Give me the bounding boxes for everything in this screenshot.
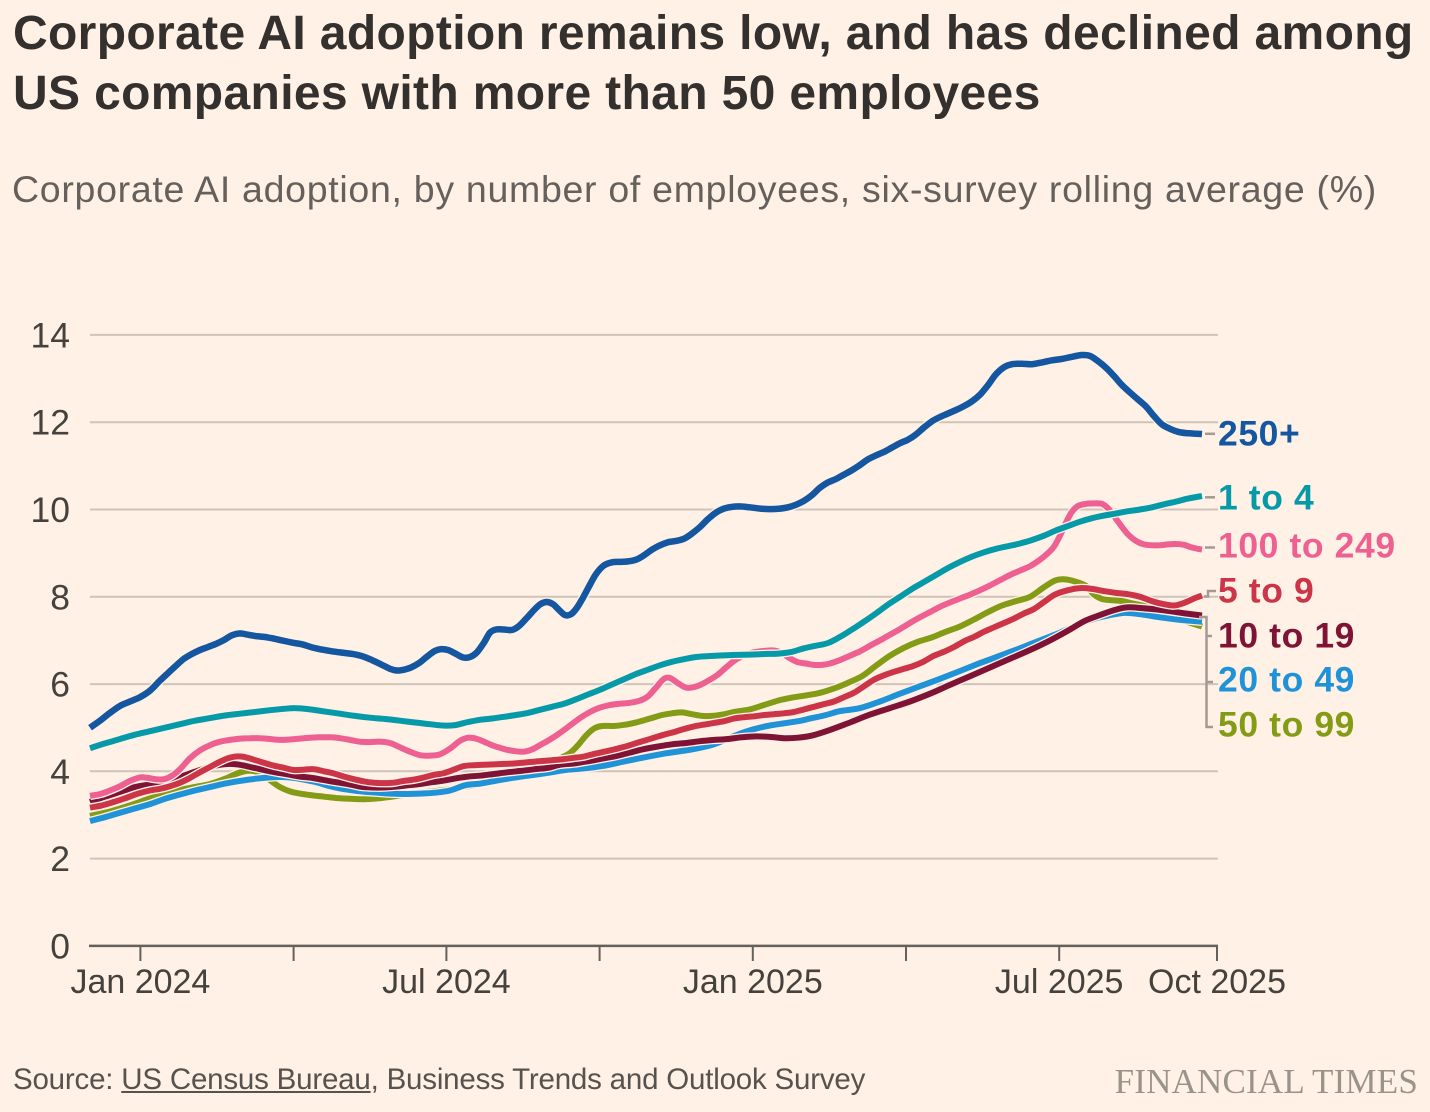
svg-text:4: 4 (50, 752, 70, 792)
svg-text:100 to 249: 100 to 249 (1218, 526, 1396, 566)
svg-text:Jul 2024: Jul 2024 (382, 963, 511, 1001)
svg-text:12: 12 (31, 403, 71, 443)
svg-text:14: 14 (31, 315, 71, 355)
svg-text:Jan 2024: Jan 2024 (70, 963, 210, 1001)
svg-text:250+: 250+ (1218, 414, 1300, 454)
svg-text:2: 2 (50, 839, 70, 879)
svg-text:1 to 4: 1 to 4 (1218, 478, 1314, 518)
svg-text:10 to 19: 10 to 19 (1218, 616, 1355, 656)
svg-text:Jan 2025: Jan 2025 (683, 963, 823, 1001)
svg-text:10: 10 (31, 490, 71, 530)
svg-text:50 to 99: 50 to 99 (1218, 705, 1355, 745)
svg-text:0: 0 (50, 926, 70, 966)
svg-text:6: 6 (50, 665, 70, 705)
svg-text:Oct 2025: Oct 2025 (1148, 963, 1286, 1001)
svg-text:Jul 2025: Jul 2025 (995, 963, 1124, 1001)
svg-text:20 to 49: 20 to 49 (1218, 660, 1355, 700)
svg-text:5 to 9: 5 to 9 (1218, 571, 1314, 611)
svg-text:8: 8 (50, 577, 70, 617)
